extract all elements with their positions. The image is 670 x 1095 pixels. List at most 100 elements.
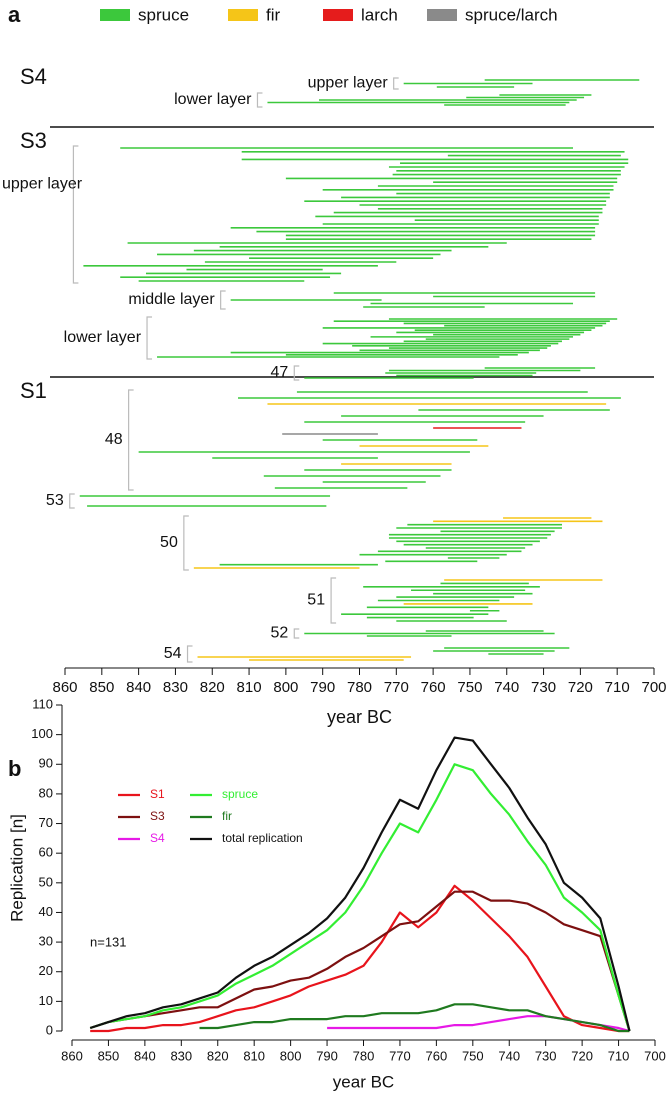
group-bracket [72, 145, 79, 284]
y-tick-label: 80 [39, 785, 53, 800]
legend-label: fir [222, 809, 232, 823]
legend-swatch [228, 9, 258, 21]
y-tick-label: 50 [39, 874, 53, 889]
x-tick-label: 760 [426, 1048, 448, 1063]
x-tick-label: 750 [462, 1048, 484, 1063]
group-label: 48 [105, 431, 123, 448]
x-tick-label: 710 [605, 679, 630, 696]
legend-swatch [323, 9, 353, 21]
group-label: 52 [270, 625, 288, 642]
x-tick-label: 790 [310, 679, 335, 696]
y-tick-label: 110 [32, 696, 53, 711]
legend-swatch [427, 9, 457, 21]
legend-label: spruce [222, 787, 258, 801]
x-tick-label: 840 [126, 679, 151, 696]
y-tick-label: 90 [39, 756, 53, 771]
x-tick-label: 810 [243, 1048, 265, 1063]
x-tick-label: 860 [61, 1048, 83, 1063]
group-bracket [293, 365, 300, 381]
x-tick-label: 720 [571, 1048, 593, 1063]
series-line [89, 736, 631, 1032]
series-line [90, 884, 630, 1033]
y-tick-label: 40 [39, 904, 53, 919]
group-bracket [128, 389, 134, 491]
y-tick-label: 20 [39, 963, 53, 978]
x-tick-label: 830 [170, 1048, 192, 1063]
group-label: 54 [164, 645, 182, 662]
x-tick-label: 710 [608, 1048, 630, 1063]
x-axis-title: year BC [333, 1072, 394, 1091]
section-label: S4 [20, 64, 47, 89]
x-tick-label: 770 [384, 679, 409, 696]
group-label: 51 [307, 592, 325, 609]
x-tick-label: 740 [498, 1048, 520, 1063]
x-tick-label: 700 [644, 1048, 666, 1063]
y-axis-title: Replication [n] [7, 814, 26, 922]
group-bracket [393, 77, 399, 90]
y-tick-label: 30 [39, 934, 53, 949]
x-tick-label: 700 [641, 679, 666, 696]
group-bracket [293, 628, 300, 639]
section-label: S3 [20, 128, 47, 153]
x-tick-label: 750 [457, 679, 482, 696]
legend-label: spruce/larch [465, 5, 558, 24]
x-tick-label: 830 [163, 679, 188, 696]
legend-swatch [100, 9, 130, 21]
legend-label: S1 [150, 787, 165, 801]
y-tick-label: 60 [39, 845, 53, 860]
panel-label: a [8, 2, 21, 27]
legend-label: total replication [222, 831, 303, 845]
series-line [89, 763, 631, 1032]
group-bracket [256, 92, 263, 108]
y-tick-label: 0 [46, 1022, 53, 1037]
x-tick-label: 820 [200, 679, 225, 696]
group-label: upper layer [308, 75, 389, 92]
legend-label: spruce [138, 5, 189, 24]
legend-label: larch [361, 5, 398, 24]
series-line [89, 890, 631, 1032]
group-label: upper layer [2, 176, 83, 193]
y-tick-label: 70 [39, 815, 53, 830]
group-bracket [183, 515, 189, 571]
annotation: n=131 [90, 934, 127, 949]
series-line [199, 1003, 630, 1033]
group-label: 50 [160, 534, 178, 551]
section-label: S1 [20, 378, 47, 403]
x-tick-label: 800 [280, 1048, 302, 1063]
x-tick-label: 850 [89, 679, 114, 696]
group-label: lower layer [64, 329, 142, 346]
group-bracket [146, 316, 153, 360]
legend-label: fir [266, 5, 281, 24]
x-tick-label: 800 [273, 679, 298, 696]
x-tick-label: 760 [421, 679, 446, 696]
x-tick-label: 740 [494, 679, 519, 696]
x-tick-label: 840 [134, 1048, 156, 1063]
group-label: lower layer [174, 91, 252, 108]
group-bracket [330, 577, 337, 624]
y-tick-label: 100 [31, 726, 53, 741]
group-label: 53 [46, 492, 64, 509]
panel-label: b [8, 756, 21, 781]
x-tick-label: 860 [52, 679, 77, 696]
x-tick-label: 790 [316, 1048, 338, 1063]
x-tick-label: 780 [353, 1048, 375, 1063]
x-tick-label: 810 [237, 679, 262, 696]
x-tick-label: 730 [535, 1048, 557, 1063]
x-tick-label: 720 [568, 679, 593, 696]
y-tick-label: 10 [39, 993, 53, 1008]
group-bracket [186, 645, 193, 663]
group-label: 47 [270, 364, 288, 381]
x-tick-label: 770 [389, 1048, 411, 1063]
x-tick-label: 850 [98, 1048, 120, 1063]
x-tick-label: 780 [347, 679, 372, 696]
legend-label: S4 [150, 831, 165, 845]
group-bracket [220, 290, 226, 310]
legend-label: S3 [150, 809, 165, 823]
group-label: middle layer [128, 291, 215, 308]
x-axis-title: year BC [327, 707, 392, 727]
group-bracket [69, 493, 75, 509]
series-line [327, 1015, 630, 1033]
x-tick-label: 820 [207, 1048, 229, 1063]
